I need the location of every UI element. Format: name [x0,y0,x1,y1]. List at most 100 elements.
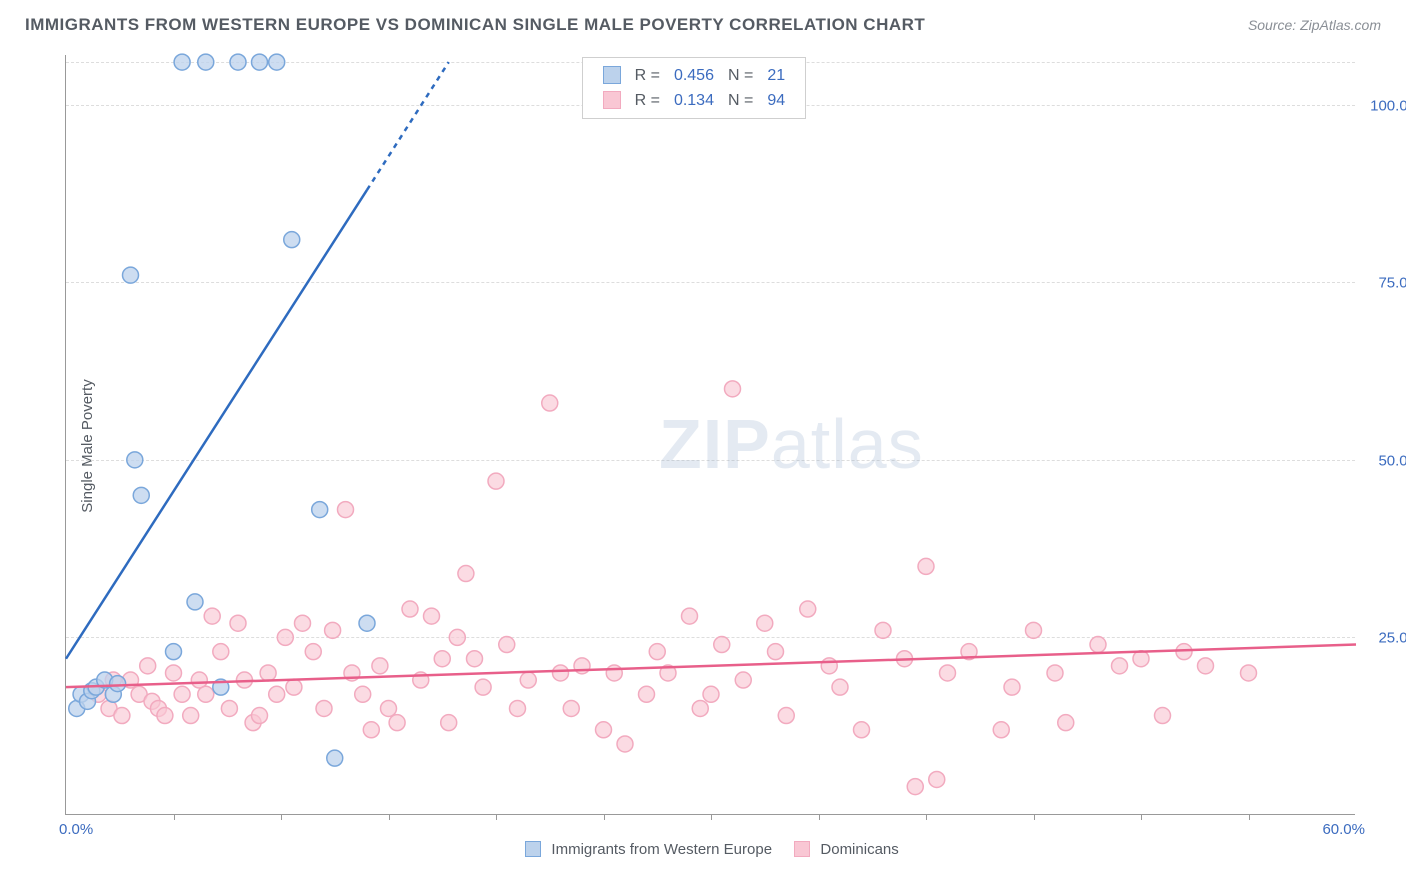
scatter-point [198,686,214,702]
scatter-point [778,708,794,724]
scatter-point [363,722,379,738]
scatter-point [639,686,655,702]
scatter-point [940,665,956,681]
scatter-point [325,622,341,638]
x-axis-labels: 0.0% 60.0% [65,821,1355,841]
x-tick [496,814,497,820]
scatter-point [305,644,321,660]
bottom-legend: Immigrants from Western Europe Dominican… [15,841,1391,858]
scatter-point [230,615,246,631]
scatter-point [355,686,371,702]
y-tick-label: 25.0% [1378,630,1406,647]
scatter-point [338,502,354,518]
plot-area: 100.0%75.0%50.0%25.0% ZIPatlas R = 0.456… [65,55,1355,815]
x-min-label: 0.0% [59,821,93,838]
regression-line [66,645,1356,688]
legend-label-pink: Dominicans [820,841,898,858]
plot-svg [66,55,1355,814]
scatter-point [725,381,741,397]
scatter-point [316,700,332,716]
scatter-point [458,566,474,582]
x-tick [1141,814,1142,820]
scatter-point [832,679,848,695]
scatter-point [821,658,837,674]
x-max-label: 60.0% [1322,821,1365,838]
scatter-point [520,672,536,688]
scatter-point [929,771,945,787]
scatter-point [123,267,139,283]
scatter-point [424,608,440,624]
scatter-point [127,452,143,468]
scatter-point [1112,658,1128,674]
scatter-point [475,679,491,695]
regression-line [66,190,367,659]
r-value-pink: 0.134 [668,89,720,112]
scatter-point [327,750,343,766]
chart-title: IMMIGRANTS FROM WESTERN EUROPE VS DOMINI… [25,15,925,35]
source-label: Source: ZipAtlas.com [1248,17,1381,33]
scatter-point [133,487,149,503]
scatter-point [875,622,891,638]
scatter-point [1241,665,1257,681]
scatter-point [252,54,268,70]
scatter-point [596,722,612,738]
scatter-point [204,608,220,624]
scatter-point [230,54,246,70]
scatter-point [800,601,816,617]
scatter-point [606,665,622,681]
scatter-point [269,54,285,70]
x-tick [1249,814,1250,820]
scatter-point [140,658,156,674]
scatter-point [510,700,526,716]
chart-container: IMMIGRANTS FROM WESTERN EUROPE VS DOMINI… [15,15,1391,877]
r-label: R = [629,64,666,87]
scatter-point [389,715,405,731]
scatter-point [110,676,126,692]
legend-square-blue-icon [525,841,541,857]
n-label: N = [722,89,759,112]
scatter-point [553,665,569,681]
scatter-point [907,779,923,795]
scatter-point [221,700,237,716]
scatter-point [372,658,388,674]
scatter-point [714,637,730,653]
y-tick-label: 100.0% [1370,97,1406,114]
stats-row-blue: R = 0.456 N = 21 [597,64,792,87]
legend-square-pink-icon [603,91,621,109]
scatter-point [286,679,302,695]
r-value-blue: 0.456 [668,64,720,87]
r-label: R = [629,89,666,112]
scatter-point [295,615,311,631]
scatter-point [1090,637,1106,653]
scatter-point [284,232,300,248]
stats-row-pink: R = 0.134 N = 94 [597,89,792,112]
scatter-point [854,722,870,738]
scatter-point [312,502,328,518]
legend-label-blue: Immigrants from Western Europe [551,841,772,858]
scatter-point [1155,708,1171,724]
y-tick-label: 50.0% [1378,452,1406,469]
x-tick [604,814,605,820]
scatter-point [1198,658,1214,674]
scatter-point [449,629,465,645]
scatter-point [1058,715,1074,731]
scatter-point [269,686,285,702]
scatter-point [1047,665,1063,681]
y-tick-label: 75.0% [1378,275,1406,292]
x-tick [819,814,820,820]
scatter-point [359,615,375,631]
scatter-point [499,637,515,653]
scatter-point [617,736,633,752]
scatter-point [488,473,504,489]
n-label: N = [722,64,759,87]
x-tick [281,814,282,820]
scatter-point [1026,622,1042,638]
title-row: IMMIGRANTS FROM WESTERN EUROPE VS DOMINI… [15,15,1391,43]
scatter-point [757,615,773,631]
scatter-point [682,608,698,624]
scatter-point [703,686,719,702]
scatter-point [381,700,397,716]
scatter-point [277,629,293,645]
legend-square-pink-icon [794,841,810,857]
scatter-point [402,601,418,617]
